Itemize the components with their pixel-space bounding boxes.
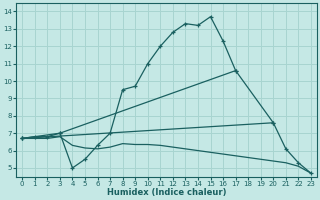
X-axis label: Humidex (Indice chaleur): Humidex (Indice chaleur) (107, 188, 226, 197)
